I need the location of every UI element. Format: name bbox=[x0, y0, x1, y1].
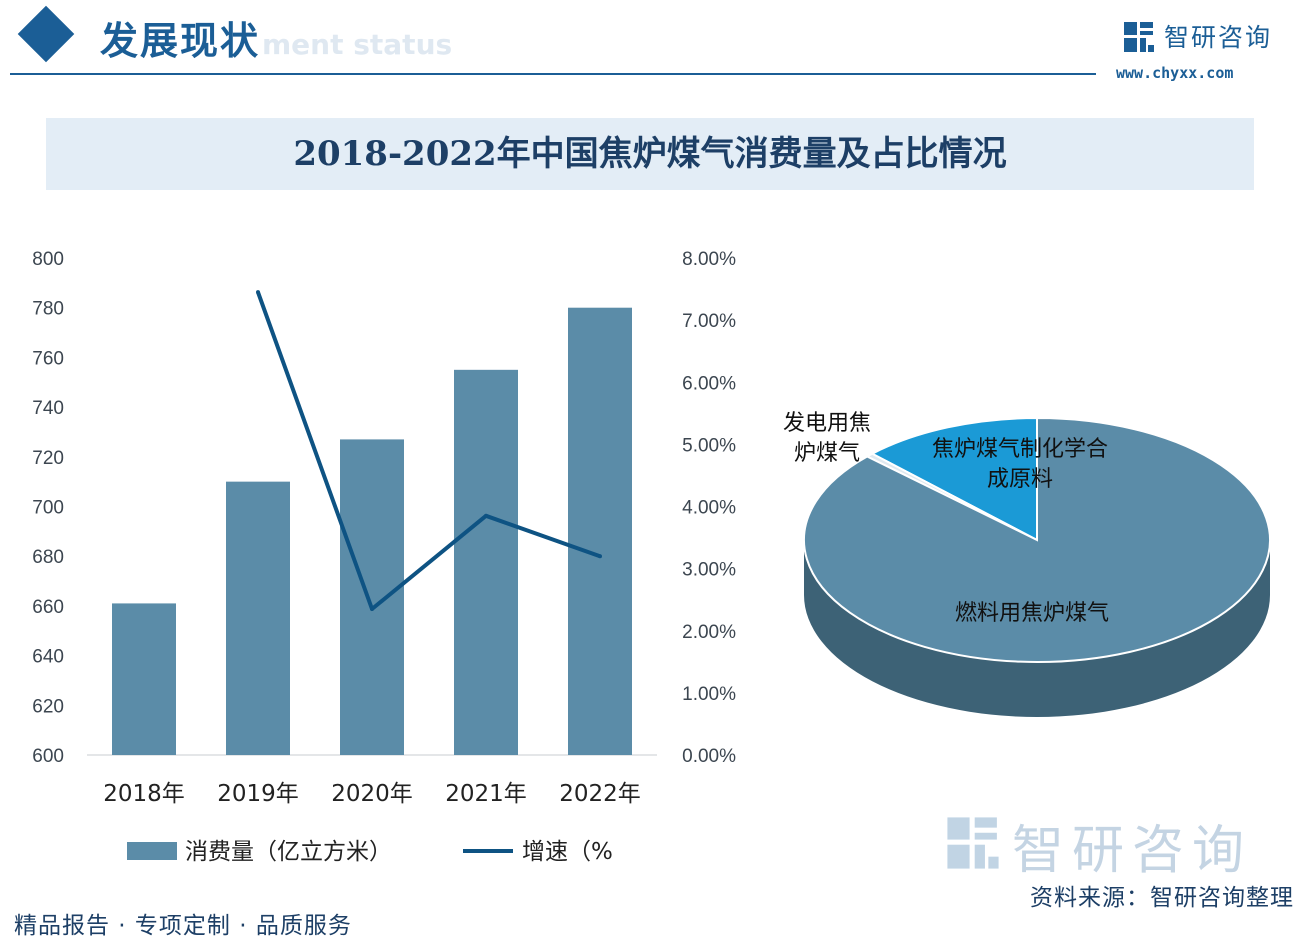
y-tick-label-left: 680 bbox=[32, 547, 64, 568]
y-tick-label-left: 780 bbox=[32, 299, 64, 320]
line-point bbox=[484, 513, 488, 518]
y-tick-label-right: 2.00% bbox=[682, 622, 736, 643]
bar-consumption bbox=[226, 481, 290, 755]
pie-slice-chemical-feedstock bbox=[870, 416, 1038, 542]
brand-logo-icon bbox=[1124, 22, 1154, 52]
bar-consumption bbox=[568, 307, 632, 755]
pie-label-fuel: 燃料用焦炉煤气 bbox=[955, 601, 1109, 626]
x-tick-label: 2018年 bbox=[103, 781, 185, 807]
chart-title: 2018-2022年中国焦炉煤气消费量及占比情况 bbox=[293, 134, 1007, 174]
pie-side-wall bbox=[804, 540, 1270, 717]
y-tick-label-left: 640 bbox=[32, 647, 64, 668]
header-divider bbox=[10, 73, 1096, 75]
x-tick-label: 2021年 bbox=[445, 781, 527, 807]
pie-label-power-generation: 炉煤气 bbox=[794, 441, 860, 466]
section-title: 发展现状 bbox=[100, 19, 261, 63]
y-tick-label-left: 740 bbox=[32, 398, 64, 419]
x-tick-label: 2020年 bbox=[331, 781, 413, 807]
y-tick-label-left: 600 bbox=[32, 746, 64, 767]
y-tick-label-right: 0.00% bbox=[682, 746, 736, 767]
pie-label-chemical-feedstock: 焦炉煤气制化学合 bbox=[932, 437, 1108, 462]
section-subtitle: ment status bbox=[262, 28, 453, 61]
bar-consumption bbox=[340, 439, 404, 755]
y-tick-label-left: 620 bbox=[32, 696, 64, 717]
y-tick-label-left: 660 bbox=[32, 597, 64, 618]
y-tick-label-right: 3.00% bbox=[682, 560, 736, 581]
brand-name: 智研咨询 bbox=[1164, 23, 1273, 52]
legend-label-growth: 增速（% bbox=[522, 839, 613, 865]
line-point bbox=[256, 290, 260, 295]
x-tick-label: 2019年 bbox=[217, 781, 299, 807]
x-tick-label: 2022年 bbox=[559, 781, 641, 807]
y-tick-label-right: 4.00% bbox=[682, 498, 736, 519]
y-tick-label-left: 720 bbox=[32, 448, 64, 469]
watermark-logo-icon bbox=[947, 817, 999, 869]
y-tick-label-right: 7.00% bbox=[682, 311, 736, 332]
y-tick-label-left: 700 bbox=[32, 498, 64, 519]
bar-consumption bbox=[112, 603, 176, 755]
pie-label-chemical-feedstock: 成原料 bbox=[987, 467, 1053, 492]
y-tick-label-left: 800 bbox=[32, 249, 64, 270]
y-tick-label-right: 8.00% bbox=[682, 249, 736, 270]
line-point bbox=[370, 607, 374, 612]
legend-label-consumption: 消费量（亿立方米） bbox=[185, 839, 392, 865]
pie-label-power-generation: 发电用焦 bbox=[783, 411, 871, 436]
line-growth-rate bbox=[256, 291, 601, 612]
source-note: 资料来源：智研咨询整理 bbox=[1030, 885, 1294, 911]
pie-slice-fuel bbox=[803, 416, 1271, 663]
watermark-brand-name: 智研咨询 bbox=[1012, 821, 1253, 881]
brand-url[interactable]: www.chyxx.com bbox=[1116, 64, 1234, 82]
line-point bbox=[598, 554, 602, 559]
y-tick-label-right: 6.00% bbox=[682, 373, 736, 394]
footer-tagline: 精品报告 · 专项定制 · 品质服务 bbox=[14, 913, 352, 939]
y-tick-label-right: 5.00% bbox=[682, 435, 736, 456]
bar-consumption bbox=[454, 369, 518, 755]
y-tick-label-right: 1.00% bbox=[682, 684, 736, 705]
page-header: ment status 发展现状 智研咨询 www.chyxx.com bbox=[0, 0, 1304, 90]
legend-swatch-consumption bbox=[127, 842, 177, 860]
chart-title-box: 2018-2022年中国焦炉煤气消费量及占比情况 bbox=[46, 118, 1254, 190]
y-tick-label-left: 760 bbox=[32, 348, 64, 369]
